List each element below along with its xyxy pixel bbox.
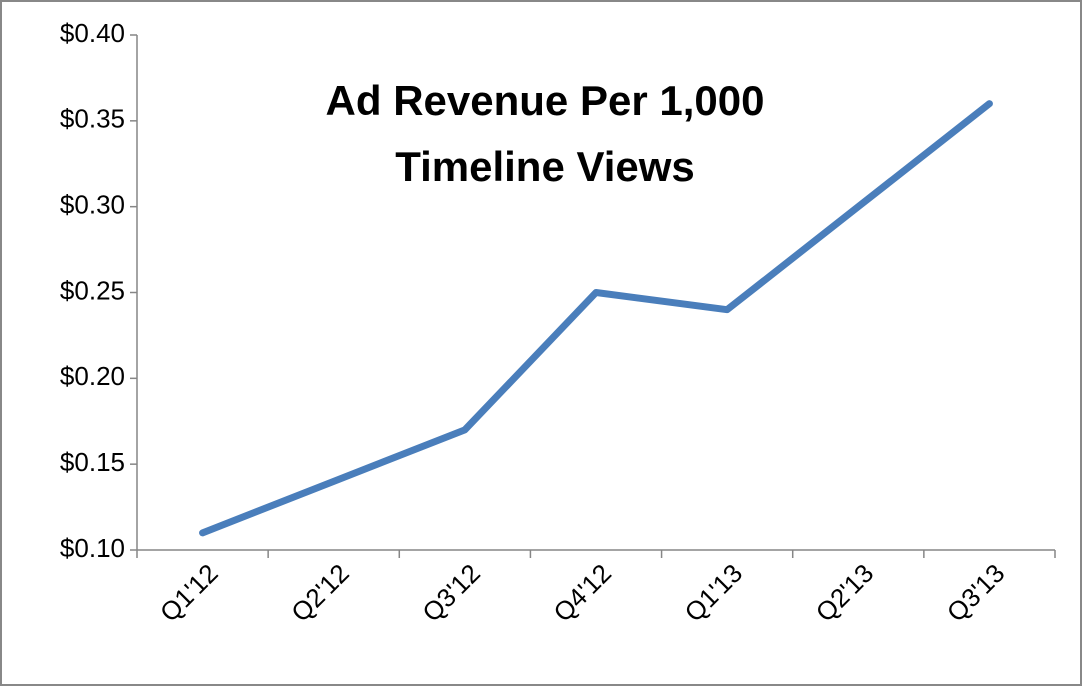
y-tick-label: $0.30 — [60, 190, 125, 220]
line-series — [199, 100, 993, 537]
y-tick-label: $0.15 — [60, 447, 125, 477]
y-tick-label: $0.20 — [60, 361, 125, 391]
y-tick-label: $0.40 — [60, 18, 125, 48]
y-tick-label: $0.10 — [60, 533, 125, 563]
y-tick-label: $0.25 — [60, 275, 125, 305]
chart-title: Ad Revenue Per 1,000 Timeline Views — [325, 77, 765, 190]
y-tick-label: $0.35 — [60, 104, 125, 134]
